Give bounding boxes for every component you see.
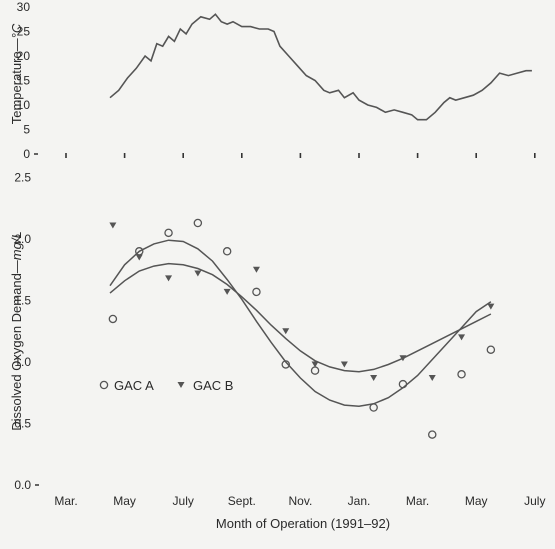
x-tick-label: May [465, 494, 488, 508]
temperature-y-tick-label: 15 [17, 74, 31, 88]
temperature-x-ticks [65, 153, 536, 158]
temperature-line [109, 13, 532, 121]
data-point-gac-b [399, 355, 407, 362]
oxygen-demand-y-tick-label: 1.5 [14, 294, 31, 308]
fit-curve-gac-a [109, 239, 492, 408]
oxygen-demand-x-ticks: Mar. May July Sept. Nov. Jan. Mar. May July [54, 494, 545, 508]
data-point-gac-b [135, 254, 143, 261]
temperature-y-tick-label: 30 [17, 0, 31, 14]
x-tick-label: Mar. [54, 494, 77, 508]
data-point-gac-a [427, 430, 437, 439]
data-points [108, 218, 496, 439]
oxygen-demand-panel: 0.0 0.5 1.0 1.5 2.0 2.5 Mar. May July Sept. Nov. J… [9, 171, 545, 532]
x-tick-label: July [524, 494, 545, 508]
data-point-gac-a [252, 287, 261, 297]
data-point-gac-a [369, 403, 378, 412]
temperature-y-tick-label: 25 [17, 25, 31, 39]
x-tick-label: May [113, 494, 136, 508]
data-point-gac-a [281, 360, 290, 369]
temperature-y-tick-label: 0 [23, 147, 30, 161]
data-point-gac-b [340, 361, 348, 368]
legend-marker-gac-b [177, 382, 185, 388]
x-tick-label: Nov. [289, 494, 313, 508]
data-point-gac-a [193, 218, 203, 228]
oxygen-demand-y-tick-label: 2.0 [14, 232, 31, 246]
data-point-gac-a [486, 345, 496, 354]
oxygen-demand-y-ticks: 0.0 0.5 1.0 1.5 2.0 2.5 [14, 171, 39, 492]
legend-marker-gac-a [99, 380, 109, 390]
data-point-gac-b [165, 275, 173, 282]
temperature-panel: 0 5 10 15 20 25 30 Temperature—°C [9, 0, 536, 161]
temperature-y-tick-label: 5 [23, 123, 30, 137]
data-point-gac-b [311, 361, 319, 368]
data-point-gac-a [164, 228, 173, 238]
oxygen-demand-y-axis-title: Dissolved Oxygen Demand—mg/L [9, 231, 24, 430]
data-point-gac-a [108, 314, 118, 324]
data-point-gac-b [109, 222, 117, 229]
data-point-gac-b [487, 303, 495, 310]
data-point-gac-b [252, 266, 260, 273]
legend-label-gac-b: GAC B [193, 378, 233, 393]
data-point-gac-b [428, 374, 436, 381]
data-point-gac-b [370, 374, 378, 381]
oxygen-demand-y-tick-label: 0.5 [14, 417, 31, 431]
x-tick-label: Mar. [406, 494, 429, 508]
data-point-gac-b [194, 270, 202, 277]
data-point-gac-a [222, 247, 232, 256]
x-axis-title: Month of Operation (1991–92) [216, 516, 390, 531]
data-point-gac-b [458, 334, 466, 341]
oxygen-demand-y-tick-label: 1.0 [14, 355, 31, 369]
data-point-gac-a [398, 379, 408, 389]
legend: GAC A GAC B [99, 378, 233, 393]
temperature-y-axis-title: Temperature—°C [9, 23, 24, 124]
data-point-gac-a [310, 366, 320, 375]
temperature-y-ticks: 0 5 10 15 20 25 30 [17, 0, 38, 161]
legend-label-gac-a: GAC A [114, 378, 154, 393]
x-tick-label: Jan. [348, 494, 371, 508]
x-tick-label: Sept. [228, 494, 256, 508]
data-point-gac-a [457, 370, 466, 379]
oxygen-demand-y-tick-label: 0.0 [14, 478, 31, 492]
temperature-y-tick-label: 20 [17, 49, 31, 63]
oxygen-demand-y-tick-label: 2.5 [14, 171, 31, 185]
data-point-gac-b [223, 288, 231, 295]
data-point-gac-b [282, 328, 290, 335]
fit-curves [109, 239, 492, 408]
temperature-y-tick-label: 10 [17, 98, 31, 112]
fit-curve-gac-b [109, 262, 492, 373]
x-tick-label: July [173, 494, 194, 508]
